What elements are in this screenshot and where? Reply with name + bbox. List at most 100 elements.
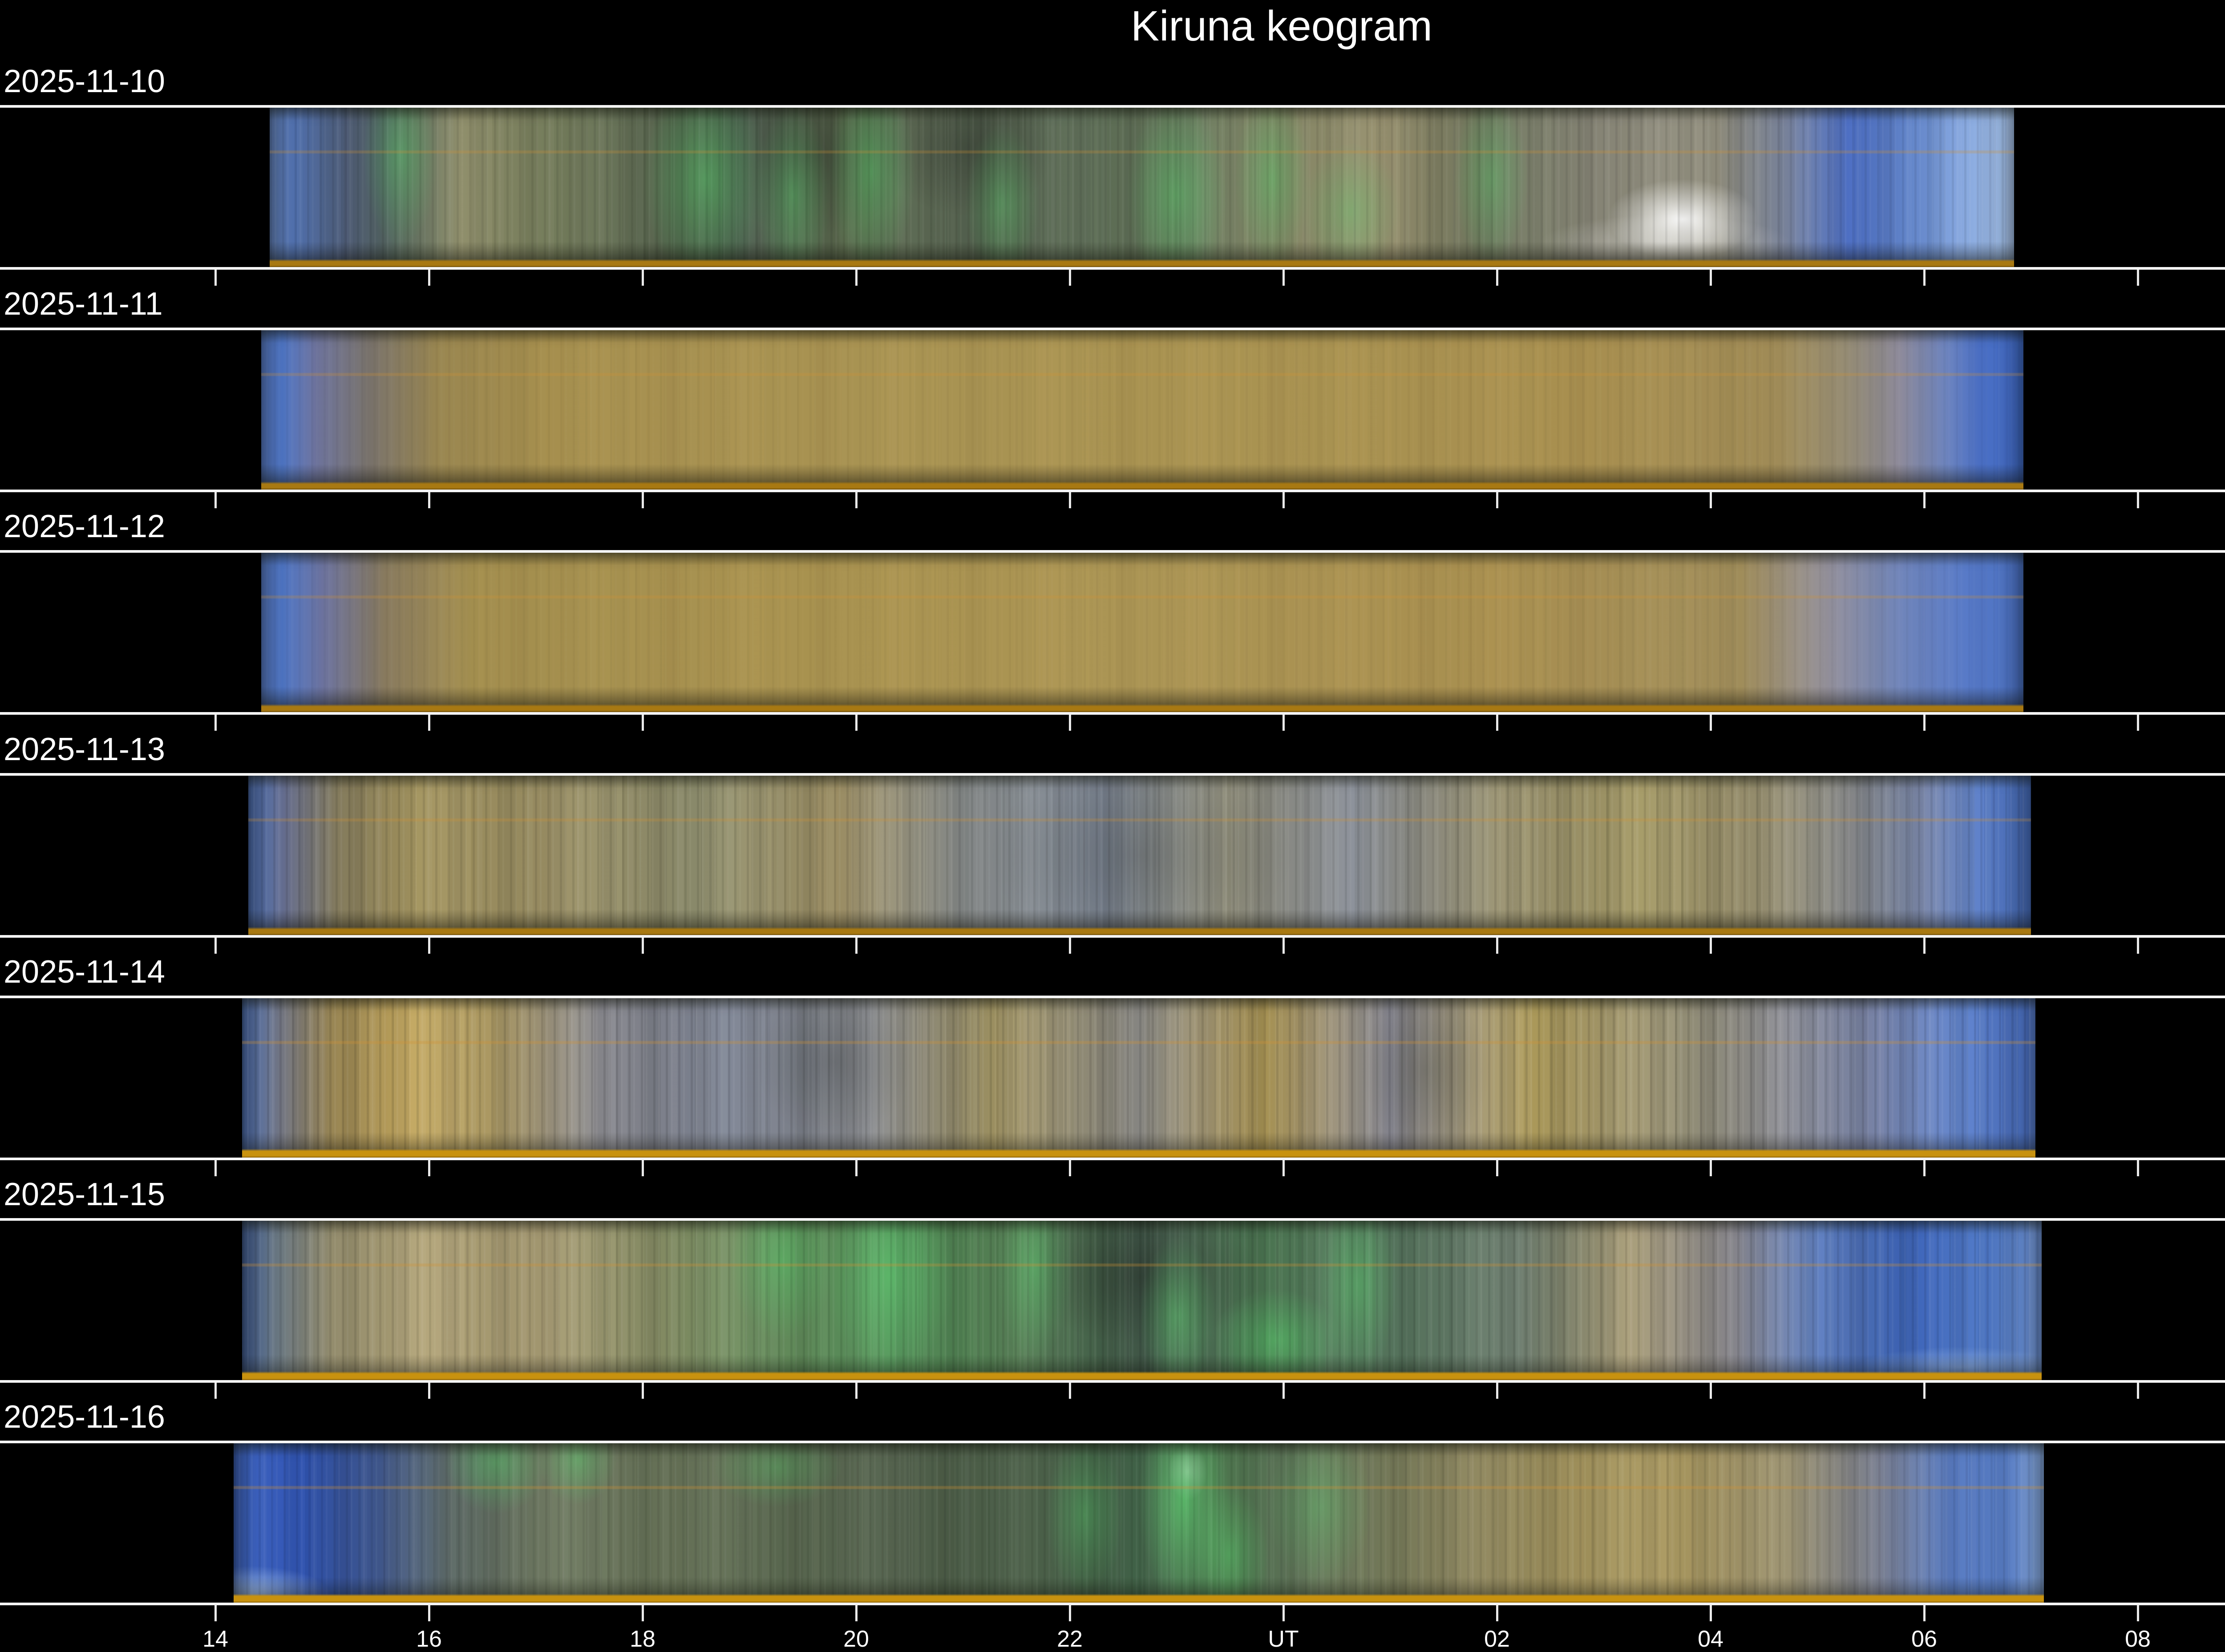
tick-mark (1496, 270, 1498, 286)
date-left-label: 2025-11-15 (4, 1177, 165, 1212)
tick-mark (428, 1160, 430, 1176)
tick-label: 06 (1911, 1626, 1937, 1652)
tick-label: 08 (2125, 1626, 2151, 1652)
tick-mark (642, 715, 644, 731)
tick-label: 16 (416, 1626, 442, 1652)
tick-mark (1282, 270, 1285, 286)
date-left-label: 2025-11-16 (4, 1399, 165, 1435)
tick-label: 14 (202, 1626, 228, 1652)
axis-line-bottom (0, 1158, 2225, 1160)
tick-mark (214, 938, 217, 954)
tick-mark (1710, 1160, 1712, 1176)
date-left-label: 2025-11-13 (4, 732, 165, 767)
tick-mark (642, 1605, 644, 1621)
tick-mark (1710, 1605, 1712, 1621)
tick-mark (1069, 1605, 1071, 1621)
axis-line-bottom (0, 1380, 2225, 1383)
tick-mark (1069, 938, 1071, 954)
keogram-strip (261, 330, 2023, 490)
tick-mark (428, 715, 430, 731)
tick-mark (1923, 1160, 1926, 1176)
tick-label: 20 (843, 1626, 869, 1652)
tick-mark (1923, 1605, 1926, 1621)
tick-mark (1496, 715, 1498, 731)
tick-mark (1282, 1605, 1285, 1621)
tick-mark (1282, 715, 1285, 731)
tick-mark (642, 270, 644, 286)
tick-mark (428, 1605, 430, 1621)
tick-mark (214, 1383, 217, 1399)
tick-mark (855, 270, 858, 286)
keogram-strip (248, 776, 2031, 935)
tick-label: 22 (1057, 1626, 1083, 1652)
tick-mark (2137, 1605, 2139, 1621)
tick-mark (2137, 715, 2139, 731)
tick-mark (428, 270, 430, 286)
tick-mark (1496, 1160, 1498, 1176)
axis-line-top (0, 1218, 2225, 1221)
axis-line-top (0, 328, 2225, 330)
tick-mark (1710, 270, 1712, 286)
axis-line-top (0, 773, 2225, 776)
tick-mark (1923, 938, 1926, 954)
date-left-label: 2025-11-12 (4, 509, 165, 544)
tick-mark (1923, 715, 1926, 731)
axis-line-bottom (0, 267, 2225, 270)
tick-mark (2137, 1160, 2139, 1176)
tick-mark (214, 1605, 217, 1621)
tick-mark (1069, 492, 1071, 508)
axis-line-top (0, 105, 2225, 108)
tick-mark (214, 270, 217, 286)
tick-mark (642, 1160, 644, 1176)
tick-mark (1923, 270, 1926, 286)
tick-mark (855, 492, 858, 508)
keogram-strip (242, 998, 2035, 1158)
tick-mark (2137, 270, 2139, 286)
tick-mark (1923, 1383, 1926, 1399)
tick-mark (1282, 938, 1285, 954)
tick-mark (1069, 270, 1071, 286)
tick-mark (642, 492, 644, 508)
tick-mark (428, 1383, 430, 1399)
axis-line-bottom (0, 935, 2225, 938)
tick-mark (855, 715, 858, 731)
tick-mark (855, 1383, 858, 1399)
tick-mark (855, 938, 858, 954)
tick-mark (214, 492, 217, 508)
tick-mark (642, 1383, 644, 1399)
tick-mark (1710, 938, 1712, 954)
tick-label: UT (1268, 1626, 1299, 1652)
axis-line-top (0, 550, 2225, 553)
tick-mark (1496, 1605, 1498, 1621)
tick-mark (855, 1160, 858, 1176)
tick-mark (642, 938, 644, 954)
tick-mark (214, 1160, 217, 1176)
keogram-strip (242, 1221, 2042, 1380)
tick-mark (1069, 1160, 1071, 1176)
date-left-label: 2025-11-11 (4, 286, 163, 322)
tick-mark (2137, 938, 2139, 954)
tick-mark (2137, 492, 2139, 508)
axis-line-bottom (0, 712, 2225, 715)
tick-mark (1282, 1160, 1285, 1176)
tick-mark (1496, 938, 1498, 954)
tick-mark (428, 938, 430, 954)
keogram-strip (234, 1443, 2044, 1603)
tick-mark (1282, 492, 1285, 508)
tick-mark (1496, 1383, 1498, 1399)
tick-mark (1282, 1383, 1285, 1399)
figure-title: Kiruna keogram (1131, 2, 1432, 50)
keogram-strip (270, 108, 2014, 267)
tick-mark (214, 715, 217, 731)
tick-mark (1710, 715, 1712, 731)
axis-line-top (0, 1441, 2225, 1443)
tick-label: 04 (1698, 1626, 1723, 1652)
tick-mark (428, 492, 430, 508)
tick-label: 02 (1484, 1626, 1510, 1652)
tick-mark (1710, 492, 1712, 508)
axis-line-top (0, 996, 2225, 998)
tick-mark (1496, 492, 1498, 508)
keogram-strip (261, 553, 2023, 712)
axis-line-bottom (0, 1603, 2225, 1605)
